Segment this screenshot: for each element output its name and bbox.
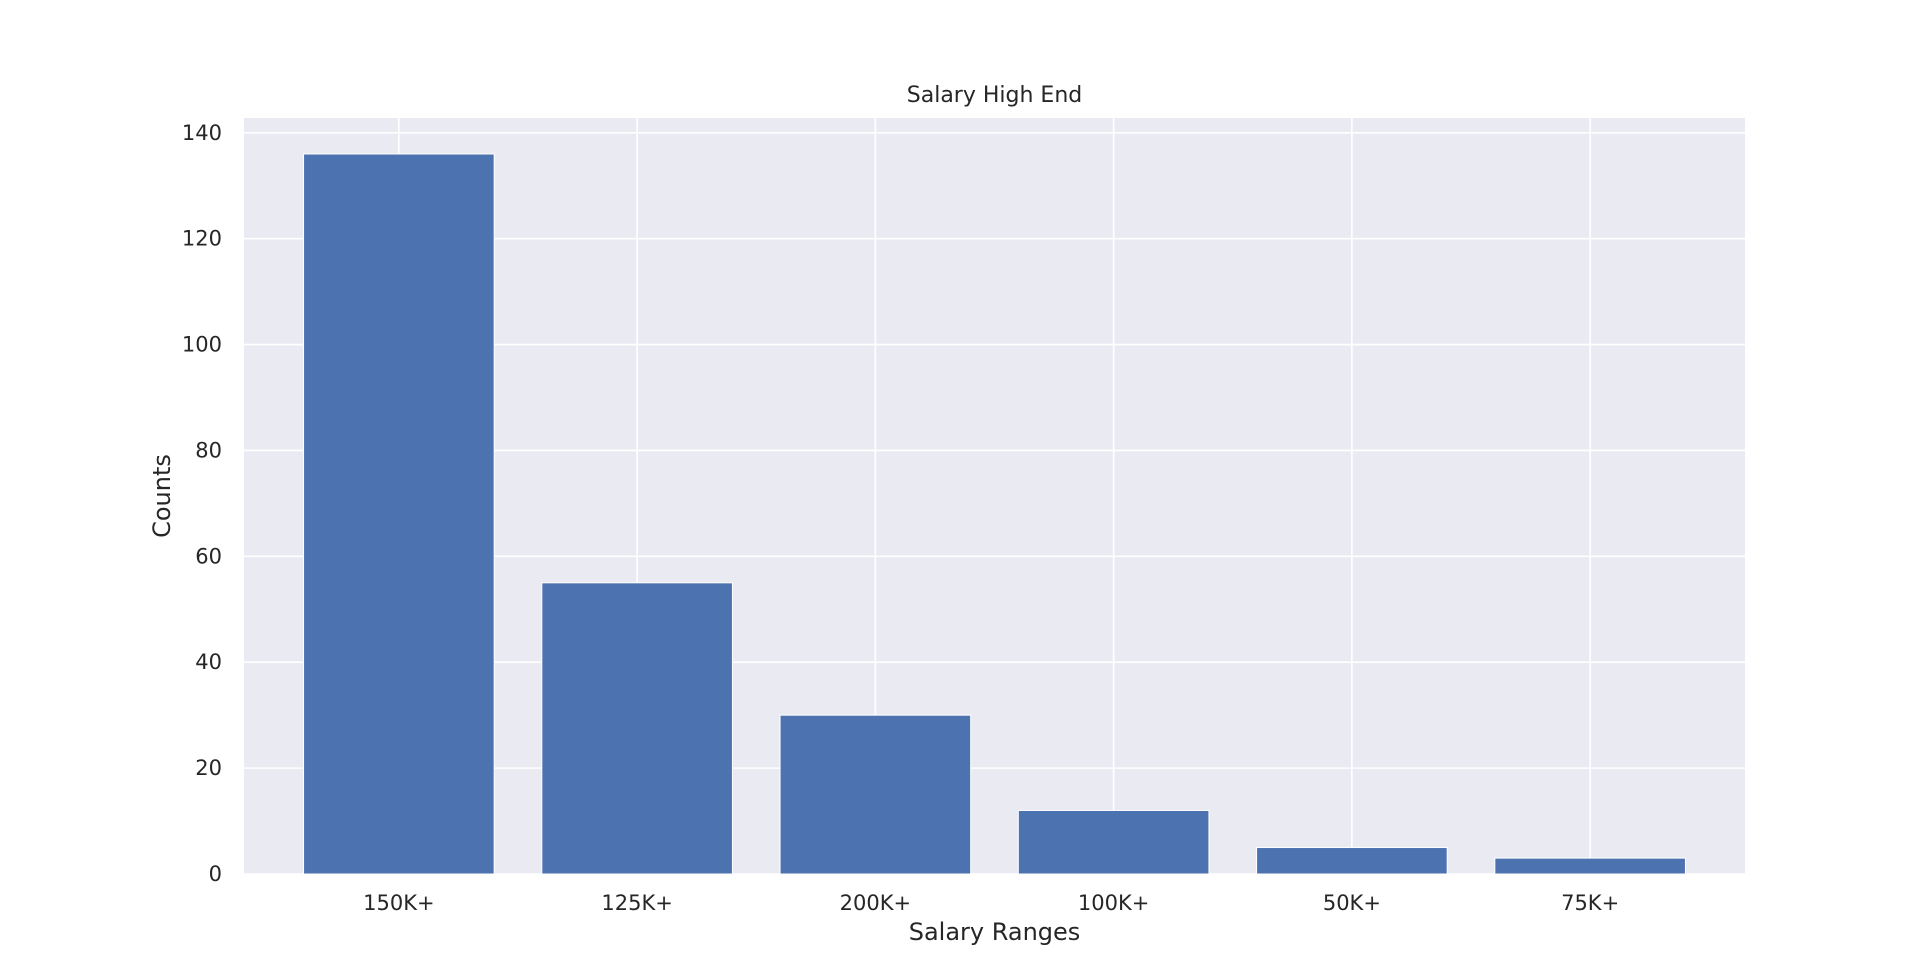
- bar-100K+: [1018, 810, 1209, 874]
- bar-50K+: [1257, 848, 1448, 874]
- x-tick-label: 150K+: [363, 891, 434, 915]
- bar-125K+: [542, 583, 733, 874]
- x-axis-ticks: 150K+ 125K+ 200K+ 100K+ 50K+ 75K+: [363, 891, 1619, 915]
- chart-title: Salary High End: [907, 83, 1082, 108]
- y-tick-label: 20: [195, 756, 222, 780]
- y-tick-label: 60: [195, 544, 222, 568]
- bar-150K+: [304, 154, 495, 874]
- x-tick-label: 75K+: [1561, 891, 1619, 915]
- x-tick-label: 200K+: [840, 891, 911, 915]
- bar-200K+: [780, 715, 971, 874]
- x-axis-label: Salary Ranges: [909, 918, 1081, 946]
- y-tick-label: 0: [209, 862, 222, 886]
- y-axis-ticks: 0 20 40 60 80 100 120 140: [182, 121, 222, 886]
- y-tick-label: 100: [182, 333, 222, 357]
- bar-75K+: [1495, 858, 1686, 874]
- y-tick-label: 80: [195, 438, 222, 462]
- x-tick-label: 50K+: [1323, 891, 1381, 915]
- y-tick-label: 140: [182, 121, 222, 145]
- y-tick-label: 120: [182, 227, 222, 251]
- y-tick-label: 40: [195, 650, 222, 674]
- y-axis-label: Counts: [148, 454, 176, 538]
- x-tick-label: 125K+: [601, 891, 672, 915]
- x-tick-label: 100K+: [1078, 891, 1149, 915]
